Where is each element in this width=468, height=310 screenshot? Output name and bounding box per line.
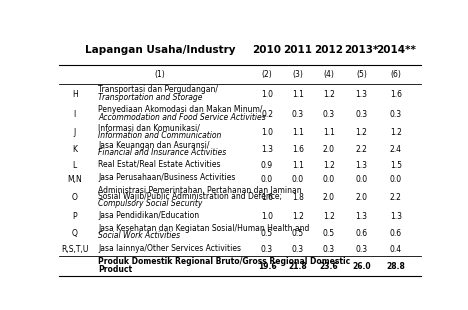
- Text: Accommodation and Food Service Activities: Accommodation and Food Service Activitie…: [98, 113, 266, 122]
- Text: 0.6: 0.6: [390, 229, 402, 238]
- Text: Lapangan Usaha/Industry: Lapangan Usaha/Industry: [85, 45, 235, 55]
- Text: 1.8: 1.8: [292, 193, 304, 202]
- Text: Produk Domestik Regional Bruto/Gross Regional Domestic: Produk Domestik Regional Bruto/Gross Reg…: [98, 257, 351, 266]
- Text: 0.5: 0.5: [322, 229, 335, 238]
- Text: 2.4: 2.4: [390, 145, 402, 154]
- Text: 1.2: 1.2: [323, 90, 335, 99]
- Text: Q: Q: [72, 229, 78, 238]
- Text: 1.2: 1.2: [323, 212, 335, 221]
- Text: (4): (4): [323, 70, 334, 79]
- Text: Informasi dan Komunikasi/: Informasi dan Komunikasi/: [98, 124, 200, 133]
- Text: Sosial Wajib/Public Administration and Defence;: Sosial Wajib/Public Administration and D…: [98, 192, 282, 201]
- Text: 1.2: 1.2: [390, 128, 402, 137]
- Text: 0.9: 0.9: [261, 161, 273, 170]
- Text: 1.6: 1.6: [390, 90, 402, 99]
- Text: 0.4: 0.4: [390, 246, 402, 255]
- Text: 0.3: 0.3: [322, 246, 335, 255]
- Text: 23.6: 23.6: [319, 262, 338, 271]
- Text: Jasa Kesehatan dan Kegiatan Sosial/Human Health and: Jasa Kesehatan dan Kegiatan Sosial/Human…: [98, 224, 310, 232]
- Text: 1.3: 1.3: [355, 212, 367, 221]
- Text: 1.3: 1.3: [355, 90, 367, 99]
- Text: Jasa Keuangan dan Asuransi/: Jasa Keuangan dan Asuransi/: [98, 141, 210, 150]
- Text: 0.3: 0.3: [355, 246, 367, 255]
- Text: K: K: [73, 145, 77, 154]
- Text: Compulsory Social Security: Compulsory Social Security: [98, 199, 203, 208]
- Text: O: O: [72, 193, 78, 202]
- Text: 0.3: 0.3: [322, 110, 335, 119]
- Text: 0.5: 0.5: [261, 229, 273, 238]
- Text: 1.3: 1.3: [390, 212, 402, 221]
- Text: 0.0: 0.0: [322, 175, 335, 184]
- Text: 26.0: 26.0: [352, 262, 371, 271]
- Text: 1.5: 1.5: [390, 161, 402, 170]
- Text: (6): (6): [390, 70, 401, 79]
- Text: Penyediaan Akomodasi dan Makan Minum/: Penyediaan Akomodasi dan Makan Minum/: [98, 105, 263, 114]
- Text: 2014**: 2014**: [376, 45, 416, 55]
- Text: Product: Product: [98, 265, 132, 274]
- Text: 1.2: 1.2: [323, 161, 335, 170]
- Text: 1.6: 1.6: [292, 145, 304, 154]
- Text: 1.0: 1.0: [261, 128, 273, 137]
- Text: 2.0: 2.0: [355, 193, 367, 202]
- Text: Administrasi Pemerintahan, Pertahanan dan Jaminan: Administrasi Pemerintahan, Pertahanan da…: [98, 186, 302, 195]
- Text: 0.0: 0.0: [261, 175, 273, 184]
- Text: 19.6: 19.6: [258, 262, 277, 271]
- Text: 0.0: 0.0: [292, 175, 304, 184]
- Text: H: H: [72, 90, 78, 99]
- Text: 1.1: 1.1: [323, 128, 335, 137]
- Text: 1.3: 1.3: [355, 161, 367, 170]
- Text: 1.2: 1.2: [355, 128, 367, 137]
- Text: R,S,T,U: R,S,T,U: [61, 246, 88, 255]
- Text: 2012: 2012: [314, 45, 343, 55]
- Text: Transportasi dan Pergudangan/: Transportasi dan Pergudangan/: [98, 85, 219, 94]
- Text: 1.0: 1.0: [261, 212, 273, 221]
- Text: 1.3: 1.3: [261, 145, 273, 154]
- Text: Transportation and Storage: Transportation and Storage: [98, 93, 203, 102]
- Text: 0.3: 0.3: [355, 110, 367, 119]
- Text: 0.5: 0.5: [292, 229, 304, 238]
- Text: 1.0: 1.0: [261, 90, 273, 99]
- Text: 1.1: 1.1: [292, 161, 304, 170]
- Text: 0.0: 0.0: [390, 175, 402, 184]
- Text: Jasa lainnya/Other Services Activities: Jasa lainnya/Other Services Activities: [98, 244, 241, 253]
- Text: P: P: [73, 212, 77, 221]
- Text: Jasa Perusahaan/Business Activities: Jasa Perusahaan/Business Activities: [98, 173, 236, 182]
- Text: 0.6: 0.6: [355, 229, 367, 238]
- Text: 0.3: 0.3: [292, 110, 304, 119]
- Text: 2.0: 2.0: [323, 145, 335, 154]
- Text: 1.2: 1.2: [292, 212, 304, 221]
- Text: (1): (1): [155, 70, 165, 79]
- Text: 28.8: 28.8: [387, 262, 405, 271]
- Text: Social Work Activities: Social Work Activities: [98, 231, 181, 241]
- Text: 21.8: 21.8: [288, 262, 307, 271]
- Text: 2.0: 2.0: [323, 193, 335, 202]
- Text: Information and Communication: Information and Communication: [98, 131, 222, 140]
- Text: 2013*: 2013*: [344, 45, 379, 55]
- Text: (5): (5): [356, 70, 367, 79]
- Text: 0.0: 0.0: [355, 175, 367, 184]
- Text: 2.2: 2.2: [355, 145, 367, 154]
- Text: 1.1: 1.1: [292, 128, 304, 137]
- Text: 1.6: 1.6: [261, 193, 273, 202]
- Text: 0.2: 0.2: [261, 110, 273, 119]
- Text: (3): (3): [292, 70, 303, 79]
- Text: 0.3: 0.3: [261, 246, 273, 255]
- Text: 2011: 2011: [284, 45, 312, 55]
- Text: Jasa Pendidikan/Education: Jasa Pendidikan/Education: [98, 210, 199, 219]
- Text: 0.3: 0.3: [390, 110, 402, 119]
- Text: Financial and Insurance Activities: Financial and Insurance Activities: [98, 148, 227, 157]
- Text: 1.1: 1.1: [292, 90, 304, 99]
- Text: L: L: [73, 161, 77, 170]
- Text: I: I: [73, 110, 76, 119]
- Text: M,N: M,N: [67, 175, 82, 184]
- Text: 2010: 2010: [253, 45, 282, 55]
- Text: 0.3: 0.3: [292, 246, 304, 255]
- Text: (2): (2): [262, 70, 272, 79]
- Text: 2.2: 2.2: [390, 193, 402, 202]
- Text: Real Estat/Real Estate Activities: Real Estat/Real Estate Activities: [98, 160, 221, 169]
- Text: J: J: [73, 128, 76, 137]
